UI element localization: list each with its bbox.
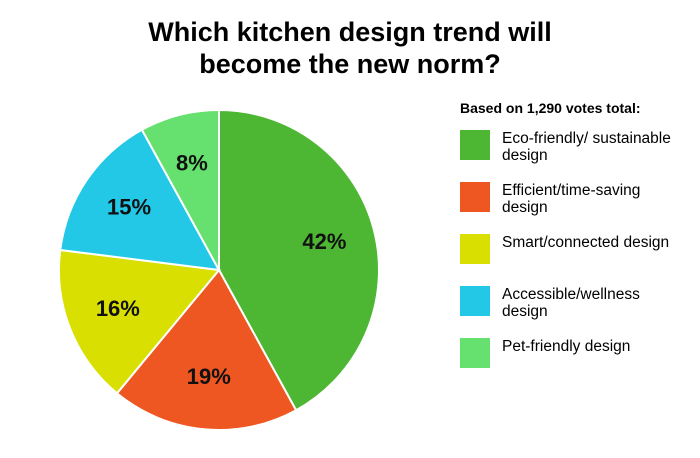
pie-slice	[140, 108, 220, 271]
legend-swatch	[460, 338, 490, 368]
legend: Based on 1,290 votes total: Eco-friendly…	[460, 100, 695, 390]
legend-entry: Pet-friendly design	[460, 338, 695, 390]
legend-title: Based on 1,290 votes total:	[460, 100, 641, 116]
legend-entry: Efficient/time-saving design	[460, 182, 695, 234]
legend-label: Pet-friendly design	[502, 338, 631, 355]
pie-slice	[115, 268, 298, 431]
legend-swatch	[460, 234, 490, 264]
pie-slice	[58, 248, 221, 395]
legend-entry: Accessible/wellness design	[460, 286, 695, 338]
pie-slice	[59, 128, 221, 272]
legend-label: Eco-friendly/ sustainable design	[502, 130, 671, 164]
legend-label: Smart/connected design	[502, 234, 670, 251]
legend-swatch	[460, 286, 490, 316]
pie-slice	[218, 108, 380, 412]
data-label: 19%	[187, 364, 231, 389]
data-label: 16%	[96, 296, 140, 321]
data-label: 8%	[176, 150, 208, 175]
legend-entry: Eco-friendly/ sustainable design	[460, 130, 695, 182]
chart-title: Which kitchen design trend will become t…	[148, 17, 552, 79]
legend-swatch	[460, 130, 490, 160]
legend-swatch	[460, 182, 490, 212]
data-label: 15%	[107, 195, 151, 220]
legend-label: Efficient/time-saving design	[502, 182, 641, 216]
data-label: 42%	[302, 229, 346, 254]
legend-entry: Smart/connected design	[460, 234, 695, 286]
legend-label: Accessible/wellness design	[502, 286, 640, 320]
